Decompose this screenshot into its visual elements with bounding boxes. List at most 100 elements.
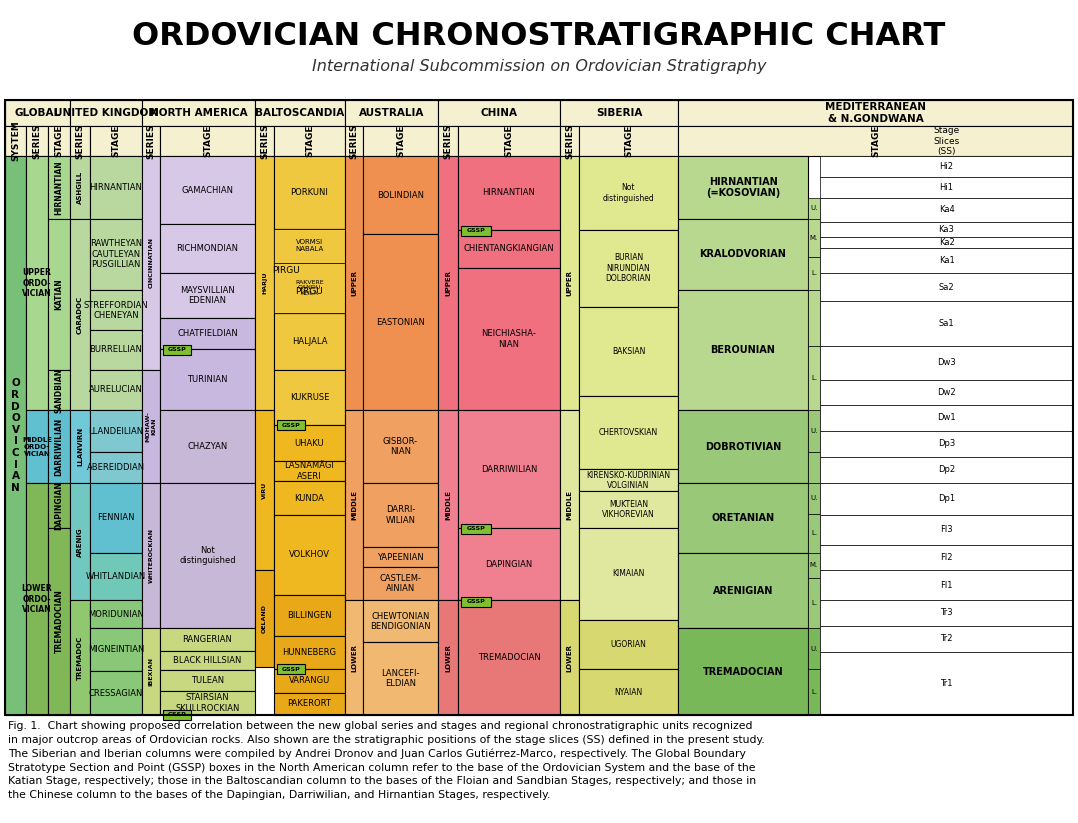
Text: KATIAN: KATIAN xyxy=(55,278,64,310)
Text: Ka1: Ka1 xyxy=(939,256,954,265)
Bar xyxy=(274,693,345,715)
Text: TURINIAN: TURINIAN xyxy=(188,375,227,384)
Bar xyxy=(49,156,70,219)
Bar xyxy=(820,177,1073,198)
Text: U.: U. xyxy=(811,428,818,435)
Bar xyxy=(142,370,160,483)
Bar xyxy=(274,263,345,313)
Text: CHAZYAN: CHAZYAN xyxy=(188,442,227,451)
Text: GSSP: GSSP xyxy=(467,229,485,234)
Text: LOWER
ORDO-
VICIAN: LOWER ORDO- VICIAN xyxy=(22,584,53,614)
Text: LOWER: LOWER xyxy=(351,644,357,672)
Text: STAGE: STAGE xyxy=(505,125,513,157)
Bar xyxy=(89,628,142,672)
Text: MIDDLE: MIDDLE xyxy=(351,491,357,520)
Text: NORTH AMERICA: NORTH AMERICA xyxy=(150,108,247,118)
Bar xyxy=(559,126,579,156)
Text: BLACK HILLSIAN: BLACK HILLSIAN xyxy=(174,656,241,665)
Text: DOBROTIVIAN: DOBROTIVIAN xyxy=(705,442,782,452)
Text: LASNAMÄGI
ASERI: LASNAMÄGI ASERI xyxy=(285,462,334,481)
Text: GAMACHIAN: GAMACHIAN xyxy=(181,186,234,194)
Text: L.: L. xyxy=(811,375,817,381)
Text: STAGE: STAGE xyxy=(305,125,314,157)
Bar xyxy=(274,515,345,595)
Bar xyxy=(5,100,1073,715)
Bar xyxy=(559,601,579,715)
Text: NYAIAN: NYAIAN xyxy=(614,687,642,696)
Bar xyxy=(142,100,255,126)
Text: Fig. 1.  Chart showing proposed correlation between the new global series and st: Fig. 1. Chart showing proposed correlati… xyxy=(8,721,764,800)
Text: SYSTEM: SYSTEM xyxy=(11,121,20,161)
Bar xyxy=(345,126,363,156)
Text: STAIRSIAN
SKULLROCKIAN: STAIRSIAN SKULLROCKIAN xyxy=(176,693,239,713)
Bar xyxy=(458,411,559,528)
Text: TULEAN: TULEAN xyxy=(191,677,224,685)
Text: STREFFORDIAN
CHENEYAN: STREFFORDIAN CHENEYAN xyxy=(84,300,149,320)
Text: Stage
Slices
(SS): Stage Slices (SS) xyxy=(934,126,959,156)
Text: DARRI-
WILIAN: DARRI- WILIAN xyxy=(386,505,415,525)
Bar xyxy=(142,126,160,156)
Bar xyxy=(70,601,89,715)
Bar xyxy=(579,620,678,669)
Bar xyxy=(49,370,70,411)
Bar xyxy=(89,126,142,156)
Text: ASHGILL: ASHGILL xyxy=(77,170,83,204)
Bar xyxy=(345,411,363,601)
Text: BURRELLIAN: BURRELLIAN xyxy=(89,346,142,355)
Bar xyxy=(274,156,345,229)
Text: Dp3: Dp3 xyxy=(938,439,955,449)
Text: MUKTEIAN
VIKHOREVIAN: MUKTEIAN VIKHOREVIAN xyxy=(603,500,654,519)
Text: U.: U. xyxy=(811,495,818,501)
Text: Fl3: Fl3 xyxy=(940,525,953,534)
Bar xyxy=(160,273,255,319)
Bar xyxy=(255,126,274,156)
Text: Hi2: Hi2 xyxy=(940,162,954,171)
Bar xyxy=(438,411,458,601)
Bar xyxy=(458,156,559,230)
Bar xyxy=(163,345,191,355)
Text: Dp1: Dp1 xyxy=(938,495,955,504)
Bar xyxy=(820,515,1073,545)
Text: MIDDLE: MIDDLE xyxy=(567,491,572,520)
Bar xyxy=(808,346,820,411)
Text: MIGNEINTIAN: MIGNEINTIAN xyxy=(87,645,144,654)
Bar xyxy=(89,411,142,453)
Text: Not
distinguished: Not distinguished xyxy=(603,184,654,202)
Bar xyxy=(678,100,1073,126)
Text: BOLINDIAN: BOLINDIAN xyxy=(377,191,424,200)
Text: UPPER: UPPER xyxy=(351,270,357,296)
Text: WHITEROCKIAN: WHITEROCKIAN xyxy=(149,528,153,584)
Bar xyxy=(0,0,1078,100)
Bar xyxy=(808,291,820,346)
Bar xyxy=(579,156,678,230)
Bar xyxy=(274,669,345,693)
Text: SERIES: SERIES xyxy=(147,123,155,159)
Bar xyxy=(274,595,345,635)
Text: ABEREIDDIAN: ABEREIDDIAN xyxy=(87,463,146,472)
Text: SANDBIAN: SANDBIAN xyxy=(55,367,64,412)
Text: BURIAN
NIRUNDIAN
DOLBORIAN: BURIAN NIRUNDIAN DOLBORIAN xyxy=(606,253,651,283)
Text: BALTOSCANDIA: BALTOSCANDIA xyxy=(255,108,345,118)
Bar xyxy=(678,628,808,715)
Text: IBEXIAN: IBEXIAN xyxy=(149,658,153,686)
Bar xyxy=(160,156,255,224)
Text: DARRIWILIAN: DARRIWILIAN xyxy=(481,464,537,473)
Bar xyxy=(363,156,438,235)
Bar xyxy=(458,126,559,156)
Bar xyxy=(579,491,678,528)
Text: KUNDA: KUNDA xyxy=(294,494,324,503)
Text: HIRNANTIAN: HIRNANTIAN xyxy=(483,188,536,198)
Text: CHIENTANGKIANGIAN: CHIENTANGKIANGIAN xyxy=(464,244,554,253)
Bar xyxy=(89,483,142,553)
Bar xyxy=(363,235,438,411)
Bar xyxy=(820,249,1073,273)
Bar xyxy=(49,483,70,528)
Bar xyxy=(363,547,438,567)
Text: Tr2: Tr2 xyxy=(940,635,953,644)
Text: RAKVERE
OANDU
KEILA: RAKVERE OANDU KEILA xyxy=(295,280,323,296)
Text: GSSP: GSSP xyxy=(167,713,186,718)
Text: RAWTHEYAN
CAUTLEYAN
PUSGILLIAN: RAWTHEYAN CAUTLEYAN PUSGILLIAN xyxy=(89,239,142,269)
Bar xyxy=(808,483,820,514)
Bar xyxy=(345,156,363,411)
Bar xyxy=(820,570,1073,601)
